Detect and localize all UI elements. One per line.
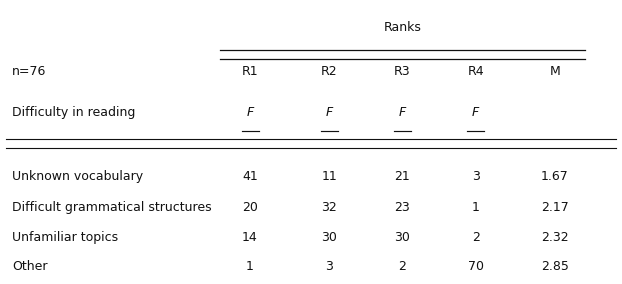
Text: 20: 20 xyxy=(242,201,258,214)
Text: Other: Other xyxy=(12,260,48,273)
Text: F: F xyxy=(326,106,333,119)
Text: 2: 2 xyxy=(471,231,480,244)
Text: Ranks: Ranks xyxy=(384,20,421,34)
Text: 1: 1 xyxy=(246,260,254,273)
Text: M: M xyxy=(549,64,560,78)
Text: 2.32: 2.32 xyxy=(541,231,569,244)
Text: F: F xyxy=(472,106,479,119)
Text: 30: 30 xyxy=(394,231,411,244)
Text: 3: 3 xyxy=(325,260,333,273)
Text: 1: 1 xyxy=(471,201,480,214)
Text: 11: 11 xyxy=(322,170,337,183)
Text: 32: 32 xyxy=(322,201,337,214)
Text: Difficult grammatical structures: Difficult grammatical structures xyxy=(12,201,212,214)
Text: F: F xyxy=(246,106,254,119)
Text: 21: 21 xyxy=(394,170,411,183)
Text: R3: R3 xyxy=(394,64,411,78)
Text: 41: 41 xyxy=(242,170,258,183)
Text: Unknown vocabulary: Unknown vocabulary xyxy=(12,170,144,183)
Text: 3: 3 xyxy=(471,170,480,183)
Text: 14: 14 xyxy=(242,231,258,244)
Text: 2: 2 xyxy=(399,260,406,273)
Text: R1: R1 xyxy=(242,64,258,78)
Text: Unfamiliar topics: Unfamiliar topics xyxy=(12,231,118,244)
Text: 2.85: 2.85 xyxy=(541,260,569,273)
Text: 1.67: 1.67 xyxy=(541,170,569,183)
Text: 30: 30 xyxy=(322,231,337,244)
Text: F: F xyxy=(399,106,406,119)
Text: R4: R4 xyxy=(467,64,484,78)
Text: 23: 23 xyxy=(394,201,411,214)
Text: n=76: n=76 xyxy=(12,64,47,78)
Text: R2: R2 xyxy=(321,64,338,78)
Text: Difficulty in reading: Difficulty in reading xyxy=(12,106,136,119)
Text: 70: 70 xyxy=(468,260,483,273)
Text: 2.17: 2.17 xyxy=(541,201,569,214)
